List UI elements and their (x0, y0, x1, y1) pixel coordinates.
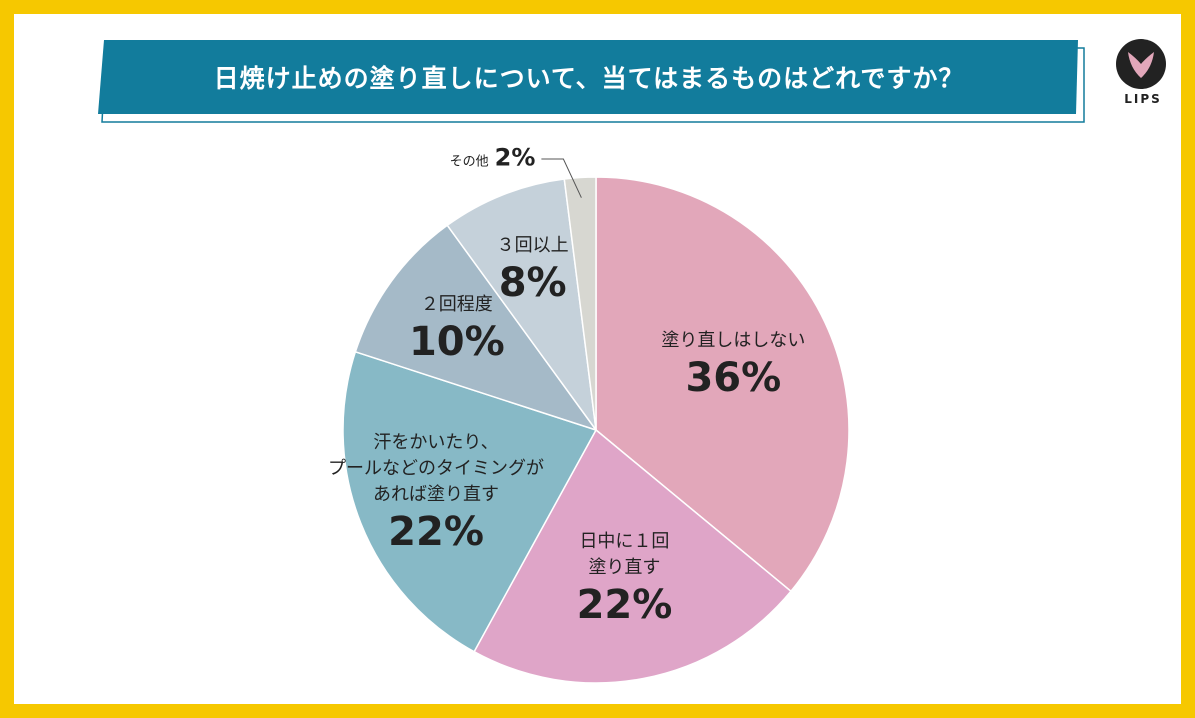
slice-label: 塗り直しはしない 36% (661, 328, 805, 402)
pie-slice (563, 176, 597, 431)
pie-slice (342, 350, 598, 653)
slice-label: ３回以上 8% (497, 233, 569, 307)
value-label: 22% (576, 582, 673, 629)
slice-label: 汗をかいたり、 プールなどのタイミングが あれば塗り直す 22% (328, 430, 544, 556)
pie-slice (446, 178, 597, 431)
value-label: 36% (685, 355, 782, 402)
category-label: 塗り直しはしない (661, 330, 806, 352)
slice-label: ２回程度 10% (409, 292, 505, 366)
pie-slice (473, 428, 792, 684)
chart-title: 日焼け止めの塗り直しについて、当てはまるものはどれですか？ (213, 64, 965, 93)
value-label: 8% (498, 260, 567, 307)
logo-mark (1128, 52, 1154, 78)
pie-slice (595, 176, 850, 593)
brand: LIPS (1124, 92, 1162, 106)
pie-slice (354, 224, 598, 432)
slice-label: その他 2% (450, 143, 536, 176)
leader-line (541, 158, 582, 198)
category-label: 汗をかいたり、 プールなどのタイミングが あれば塗り直す (328, 432, 545, 506)
category-label: その他 (449, 154, 489, 170)
value-label: 2% (494, 143, 536, 172)
value-label: 22% (388, 509, 484, 556)
value-label: 10% (408, 318, 505, 365)
pie (342, 176, 850, 684)
category-label: 日中に１回 塗り直す (579, 531, 670, 579)
slice-label: 日中に１回 塗り直す 22% (577, 529, 673, 629)
category-label: ３回以上 (496, 235, 569, 257)
title-banner (98, 40, 1078, 114)
category-label: ２回程度 (420, 293, 493, 315)
